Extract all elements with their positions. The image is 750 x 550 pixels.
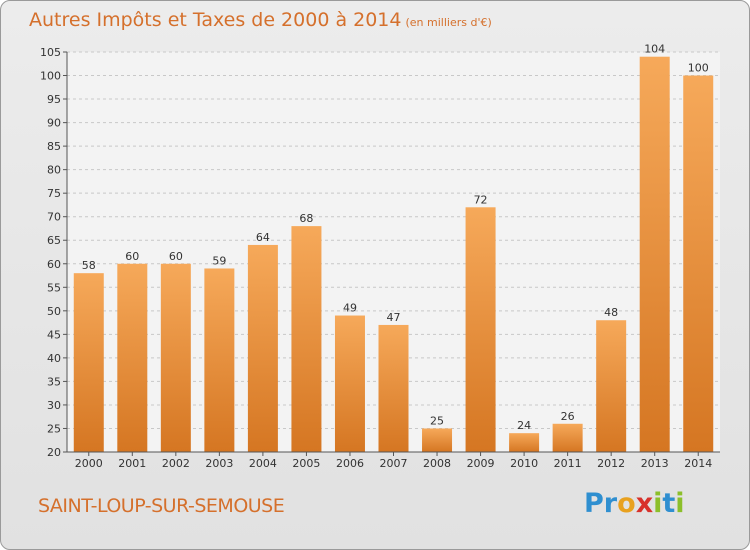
bar [509, 433, 540, 452]
y-tick-label: 20 [47, 446, 61, 459]
bar [596, 320, 627, 452]
y-tick-label: 105 [40, 46, 61, 59]
logo-letter: i [675, 488, 685, 519]
x-tick-label: 2006 [336, 457, 364, 470]
chart-subtitle: (en milliers d'€) [405, 16, 492, 29]
bar-value-label: 68 [299, 212, 313, 225]
bar [291, 226, 322, 452]
y-tick-label: 70 [47, 211, 61, 224]
logo-letter: P [584, 488, 604, 519]
logo-letter: i [653, 488, 663, 519]
x-tick-label: 2012 [597, 457, 625, 470]
bar-value-label: 72 [474, 193, 488, 206]
y-tick-label: 60 [47, 258, 61, 271]
axes: 20 25 30 35 40 45 50 55 60 65 70 75 80 85 90 95 100 105 20… [40, 46, 720, 470]
proxiti-logo: Proxiti [584, 488, 685, 519]
y-tick-label: 100 [40, 70, 61, 83]
y-tick-label: 25 [47, 422, 61, 435]
bar [552, 423, 583, 452]
logo-letter: r [603, 488, 618, 519]
y-tick-label: 90 [47, 117, 61, 130]
x-tick-label: 2010 [510, 457, 538, 470]
x-tick-label: 2014 [684, 457, 712, 470]
bar [465, 207, 496, 452]
y-tick-label: 55 [47, 281, 61, 294]
x-tick-label: 2000 [75, 457, 103, 470]
bar-value-label: 49 [343, 302, 357, 315]
y-tick-label: 50 [47, 305, 61, 318]
x-tick-label: 2002 [162, 457, 190, 470]
bar [639, 56, 670, 453]
y-tick-label: 85 [47, 140, 61, 153]
bar [683, 75, 714, 452]
x-tick-label: 2009 [467, 457, 495, 470]
bar-value-label: 64 [256, 231, 270, 244]
y-tick-label: 80 [47, 164, 61, 177]
bar-value-label: 24 [517, 419, 531, 432]
x-tick-label: 2008 [423, 457, 451, 470]
y-tick-label: 30 [47, 399, 61, 412]
bar-value-label: 48 [604, 306, 618, 319]
logo-letter: x [635, 488, 654, 519]
bar [422, 428, 453, 452]
bar-value-label: 59 [212, 254, 226, 267]
logo-letter: o [617, 488, 636, 519]
x-tick-label: 2004 [249, 457, 277, 470]
bar-value-label: 100 [688, 62, 709, 75]
y-tick-label: 95 [47, 93, 61, 106]
bar-value-label: 25 [430, 414, 444, 427]
bar-value-label: 26 [561, 410, 575, 423]
x-tick-label: 2003 [205, 457, 233, 470]
bar [378, 324, 409, 452]
y-tick-label: 45 [47, 328, 61, 341]
x-tick-label: 2011 [554, 457, 582, 470]
x-tick-label: 2007 [380, 457, 408, 470]
town-name: SAINT-LOUP-SUR-SEMOUSE [38, 495, 285, 517]
bar [160, 263, 191, 452]
y-tick-label: 35 [47, 375, 61, 388]
bar-value-label: 58 [82, 259, 96, 272]
bar-value-label: 60 [169, 250, 183, 263]
bar [117, 263, 148, 452]
y-tick-label: 65 [47, 234, 61, 247]
y-tick-label: 75 [47, 187, 61, 200]
x-tick-label: 2001 [118, 457, 146, 470]
bar [73, 273, 104, 452]
bar [204, 268, 235, 452]
x-tick-label: 2013 [641, 457, 669, 470]
bar [247, 244, 278, 452]
x-tick-label: 2005 [292, 457, 320, 470]
chart-title: Autres Impôts et Taxes de 2000 à 2014 (en… [29, 9, 492, 31]
logo-letter: t [662, 488, 676, 519]
bars: 58 60 60 59 64 68 49 47 25 72 24 26 48 104 100 [73, 43, 714, 453]
bar-value-label: 47 [387, 311, 401, 324]
y-tick-label: 40 [47, 352, 61, 365]
bar-value-label: 60 [125, 250, 139, 263]
bar-value-label: 104 [644, 43, 665, 56]
chart-title-text: Autres Impôts et Taxes de 2000 à 2014 [29, 9, 402, 31]
bar [334, 315, 365, 452]
